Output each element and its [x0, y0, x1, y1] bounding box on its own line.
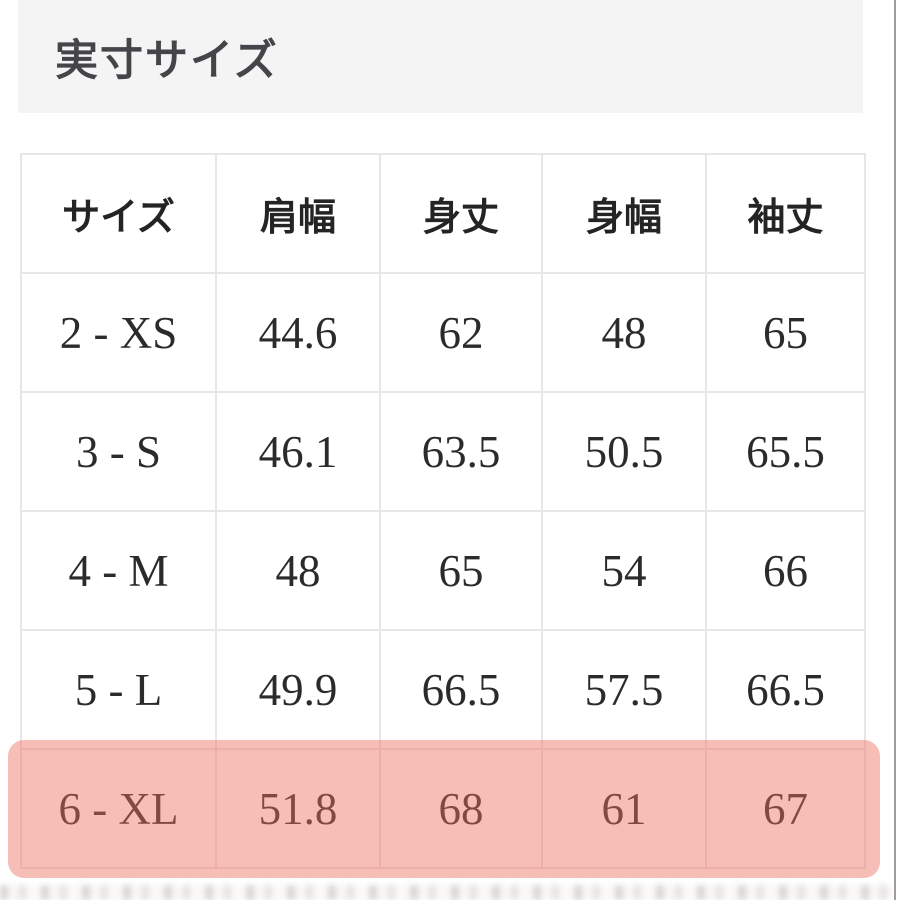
table-header-row: サイズ 肩幅 身丈 身幅 袖丈	[20, 153, 866, 274]
measurement-cell: 68	[379, 748, 543, 869]
size-label-cell: 3 - S	[20, 391, 217, 512]
column-header-body-width: 身幅	[541, 153, 707, 274]
measurement-cell: 54	[541, 510, 707, 631]
size-row-5-l[interactable]: 5 - L 49.9 66.5 57.5 66.5	[20, 629, 866, 750]
measurement-cell: 66.5	[705, 629, 866, 750]
column-header-sleeve-length: 袖丈	[705, 153, 866, 274]
size-label-cell: 6 - XL	[20, 748, 217, 869]
measurement-cell: 57.5	[541, 629, 707, 750]
column-header-body-length: 身丈	[379, 153, 543, 274]
page-title: 実寸サイズ	[55, 36, 279, 85]
measurement-cell: 48	[215, 510, 381, 631]
cutoff-next-row-hint	[0, 885, 894, 900]
column-header-shoulder-width: 肩幅	[215, 153, 381, 274]
title-bar: 実寸サイズ	[18, 0, 863, 113]
size-label-cell: 2 - XS	[20, 272, 217, 393]
measurement-cell: 51.8	[215, 748, 381, 869]
measurement-cell: 49.9	[215, 629, 381, 750]
size-label-cell: 5 - L	[20, 629, 217, 750]
measurement-cell: 61	[541, 748, 707, 869]
measurement-cell: 65.5	[705, 391, 866, 512]
measurement-cell: 66.5	[379, 629, 543, 750]
size-table: サイズ 肩幅 身丈 身幅 袖丈 2 - XS 44.6 62 48 65 3 -…	[20, 153, 866, 869]
size-label-cell: 4 - M	[20, 510, 217, 631]
measurement-cell: 66	[705, 510, 866, 631]
column-header-size: サイズ	[20, 153, 217, 274]
size-row-3-s[interactable]: 3 - S 46.1 63.5 50.5 65.5	[20, 391, 866, 512]
measurement-cell: 46.1	[215, 391, 381, 512]
measurement-cell: 67	[705, 748, 866, 869]
measurement-cell: 65	[705, 272, 866, 393]
size-row-6-xl[interactable]: 6 - XL 51.8 68 61 67	[20, 748, 866, 869]
measurement-cell: 44.6	[215, 272, 381, 393]
size-row-2-xs[interactable]: 2 - XS 44.6 62 48 65	[20, 272, 866, 393]
page-edge-divider	[894, 0, 896, 900]
measurement-cell: 48	[541, 272, 707, 393]
measurement-cell: 50.5	[541, 391, 707, 512]
measurement-cell: 63.5	[379, 391, 543, 512]
size-row-4-m[interactable]: 4 - M 48 65 54 66	[20, 510, 866, 631]
measurement-cell: 62	[379, 272, 543, 393]
measurement-cell: 65	[379, 510, 543, 631]
